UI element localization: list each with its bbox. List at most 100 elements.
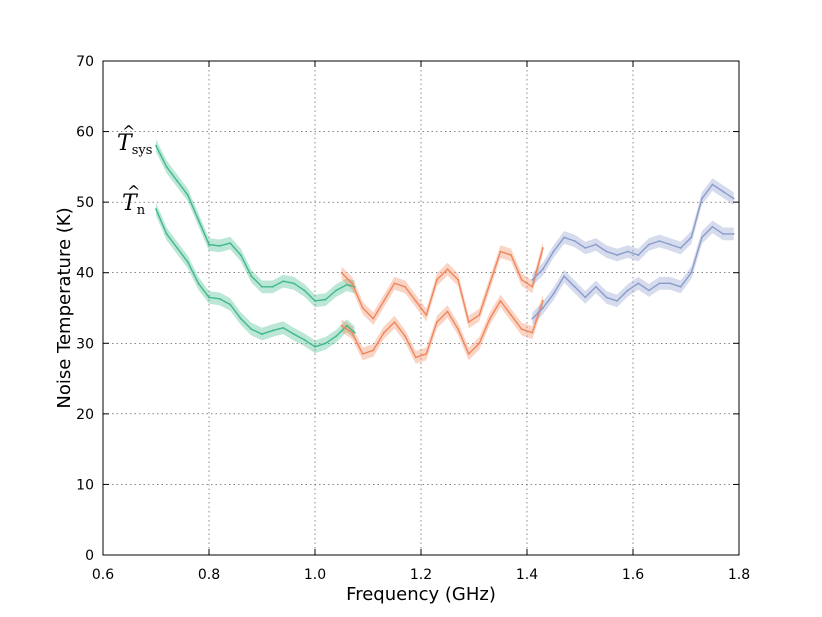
data-point — [425, 314, 428, 316]
data-point — [499, 250, 502, 253]
x-tick-label: 1.2 — [410, 567, 432, 583]
x-tick-label: 1.4 — [516, 567, 538, 583]
y-tick-label: 50 — [76, 195, 94, 211]
data-point — [208, 243, 210, 246]
data-point — [361, 353, 364, 355]
data-point — [165, 233, 168, 235]
data-point — [616, 300, 618, 302]
data-point — [732, 233, 735, 235]
data-point — [335, 335, 338, 338]
x-tick-label: 1.0 — [304, 567, 326, 583]
data-point — [361, 307, 364, 309]
x-axis-label: Frequency (GHz) — [346, 584, 496, 605]
curve-label-tn: Tn ^ — [122, 182, 146, 218]
data-point — [197, 282, 200, 285]
curve-label-tsys-hat: ^ — [122, 122, 135, 141]
data-point — [690, 236, 693, 239]
curve-label-tsys-sub: sys — [132, 143, 153, 158]
data-point — [552, 293, 555, 295]
data-point — [499, 300, 502, 302]
y-axis-label: Noise Temperature (K) — [54, 207, 75, 408]
x-axis-ticks: 0.6 0.8 1.0 1.2 1.4 1.6 1.8 — [92, 61, 750, 583]
data-point — [584, 296, 587, 299]
data-point — [335, 289, 338, 292]
series-line-sys-band-1 — [341, 247, 544, 323]
data-point — [531, 285, 534, 288]
data-point — [314, 345, 316, 348]
data-point — [722, 190, 724, 193]
series-line-n-band-2 — [531, 226, 734, 320]
data-point — [372, 317, 375, 320]
curve-label-tsys: Tsys ^ — [117, 122, 152, 158]
data-point — [648, 243, 650, 246]
data-point — [446, 268, 449, 271]
data-point — [324, 298, 327, 301]
data-point — [542, 247, 544, 249]
data-point — [155, 208, 157, 211]
series-line-n-band-1 — [341, 300, 544, 359]
data-point — [732, 197, 735, 200]
data-point — [457, 328, 459, 331]
data-point — [425, 353, 428, 355]
data-point — [261, 333, 263, 335]
data-point — [436, 278, 438, 281]
y-tick-label: 20 — [76, 407, 94, 423]
data-point — [229, 242, 232, 245]
data-point — [197, 218, 200, 221]
data-point — [314, 300, 316, 302]
data-point — [250, 328, 253, 331]
series-line-sys-band-0 — [155, 145, 355, 302]
svg-text:Tsys: Tsys — [117, 131, 152, 158]
data-point — [711, 225, 714, 228]
data-point — [669, 243, 671, 246]
y-tick-label: 60 — [76, 125, 94, 141]
data-point — [282, 326, 285, 329]
data-point — [467, 321, 470, 323]
y-tick-label: 10 — [76, 477, 94, 493]
data-point — [261, 285, 263, 288]
data-point — [626, 250, 629, 253]
y-tick-label: 0 — [85, 548, 94, 564]
data-point — [510, 254, 512, 256]
series-line-n-band-0 — [155, 208, 356, 348]
data-point — [372, 349, 375, 352]
data-point — [239, 254, 242, 256]
data-point — [353, 331, 356, 334]
data-point — [404, 285, 406, 288]
data-point — [637, 282, 640, 285]
uncertainty-band-sys — [156, 139, 355, 308]
data-point — [690, 271, 693, 274]
series-line-sys-band-2 — [531, 183, 735, 281]
data-point — [345, 283, 348, 286]
data-point — [510, 314, 512, 316]
data-point — [722, 233, 724, 235]
data-point — [520, 328, 523, 331]
y-tick-label: 70 — [76, 54, 94, 70]
data-point — [489, 317, 491, 320]
data-point — [520, 278, 523, 281]
data-point — [573, 240, 576, 242]
data-point — [218, 297, 221, 300]
data-point — [414, 356, 417, 359]
data-point — [489, 282, 491, 285]
data-point — [165, 166, 168, 168]
data-point — [542, 300, 544, 302]
data-point — [542, 268, 544, 271]
data-point — [542, 307, 544, 309]
data-point — [345, 324, 348, 327]
data-point — [457, 278, 459, 281]
data-point — [446, 310, 449, 313]
data-point — [679, 247, 682, 249]
data-point — [563, 236, 565, 239]
y-tick-label: 30 — [76, 336, 94, 352]
data-point — [414, 300, 417, 302]
data-point — [711, 183, 714, 186]
data-point — [282, 280, 285, 283]
data-point — [340, 271, 343, 274]
data-point — [658, 282, 661, 285]
x-tick-label: 0.6 — [92, 567, 114, 583]
data-point — [701, 236, 703, 239]
data-point — [701, 197, 703, 200]
data-point — [351, 331, 353, 334]
